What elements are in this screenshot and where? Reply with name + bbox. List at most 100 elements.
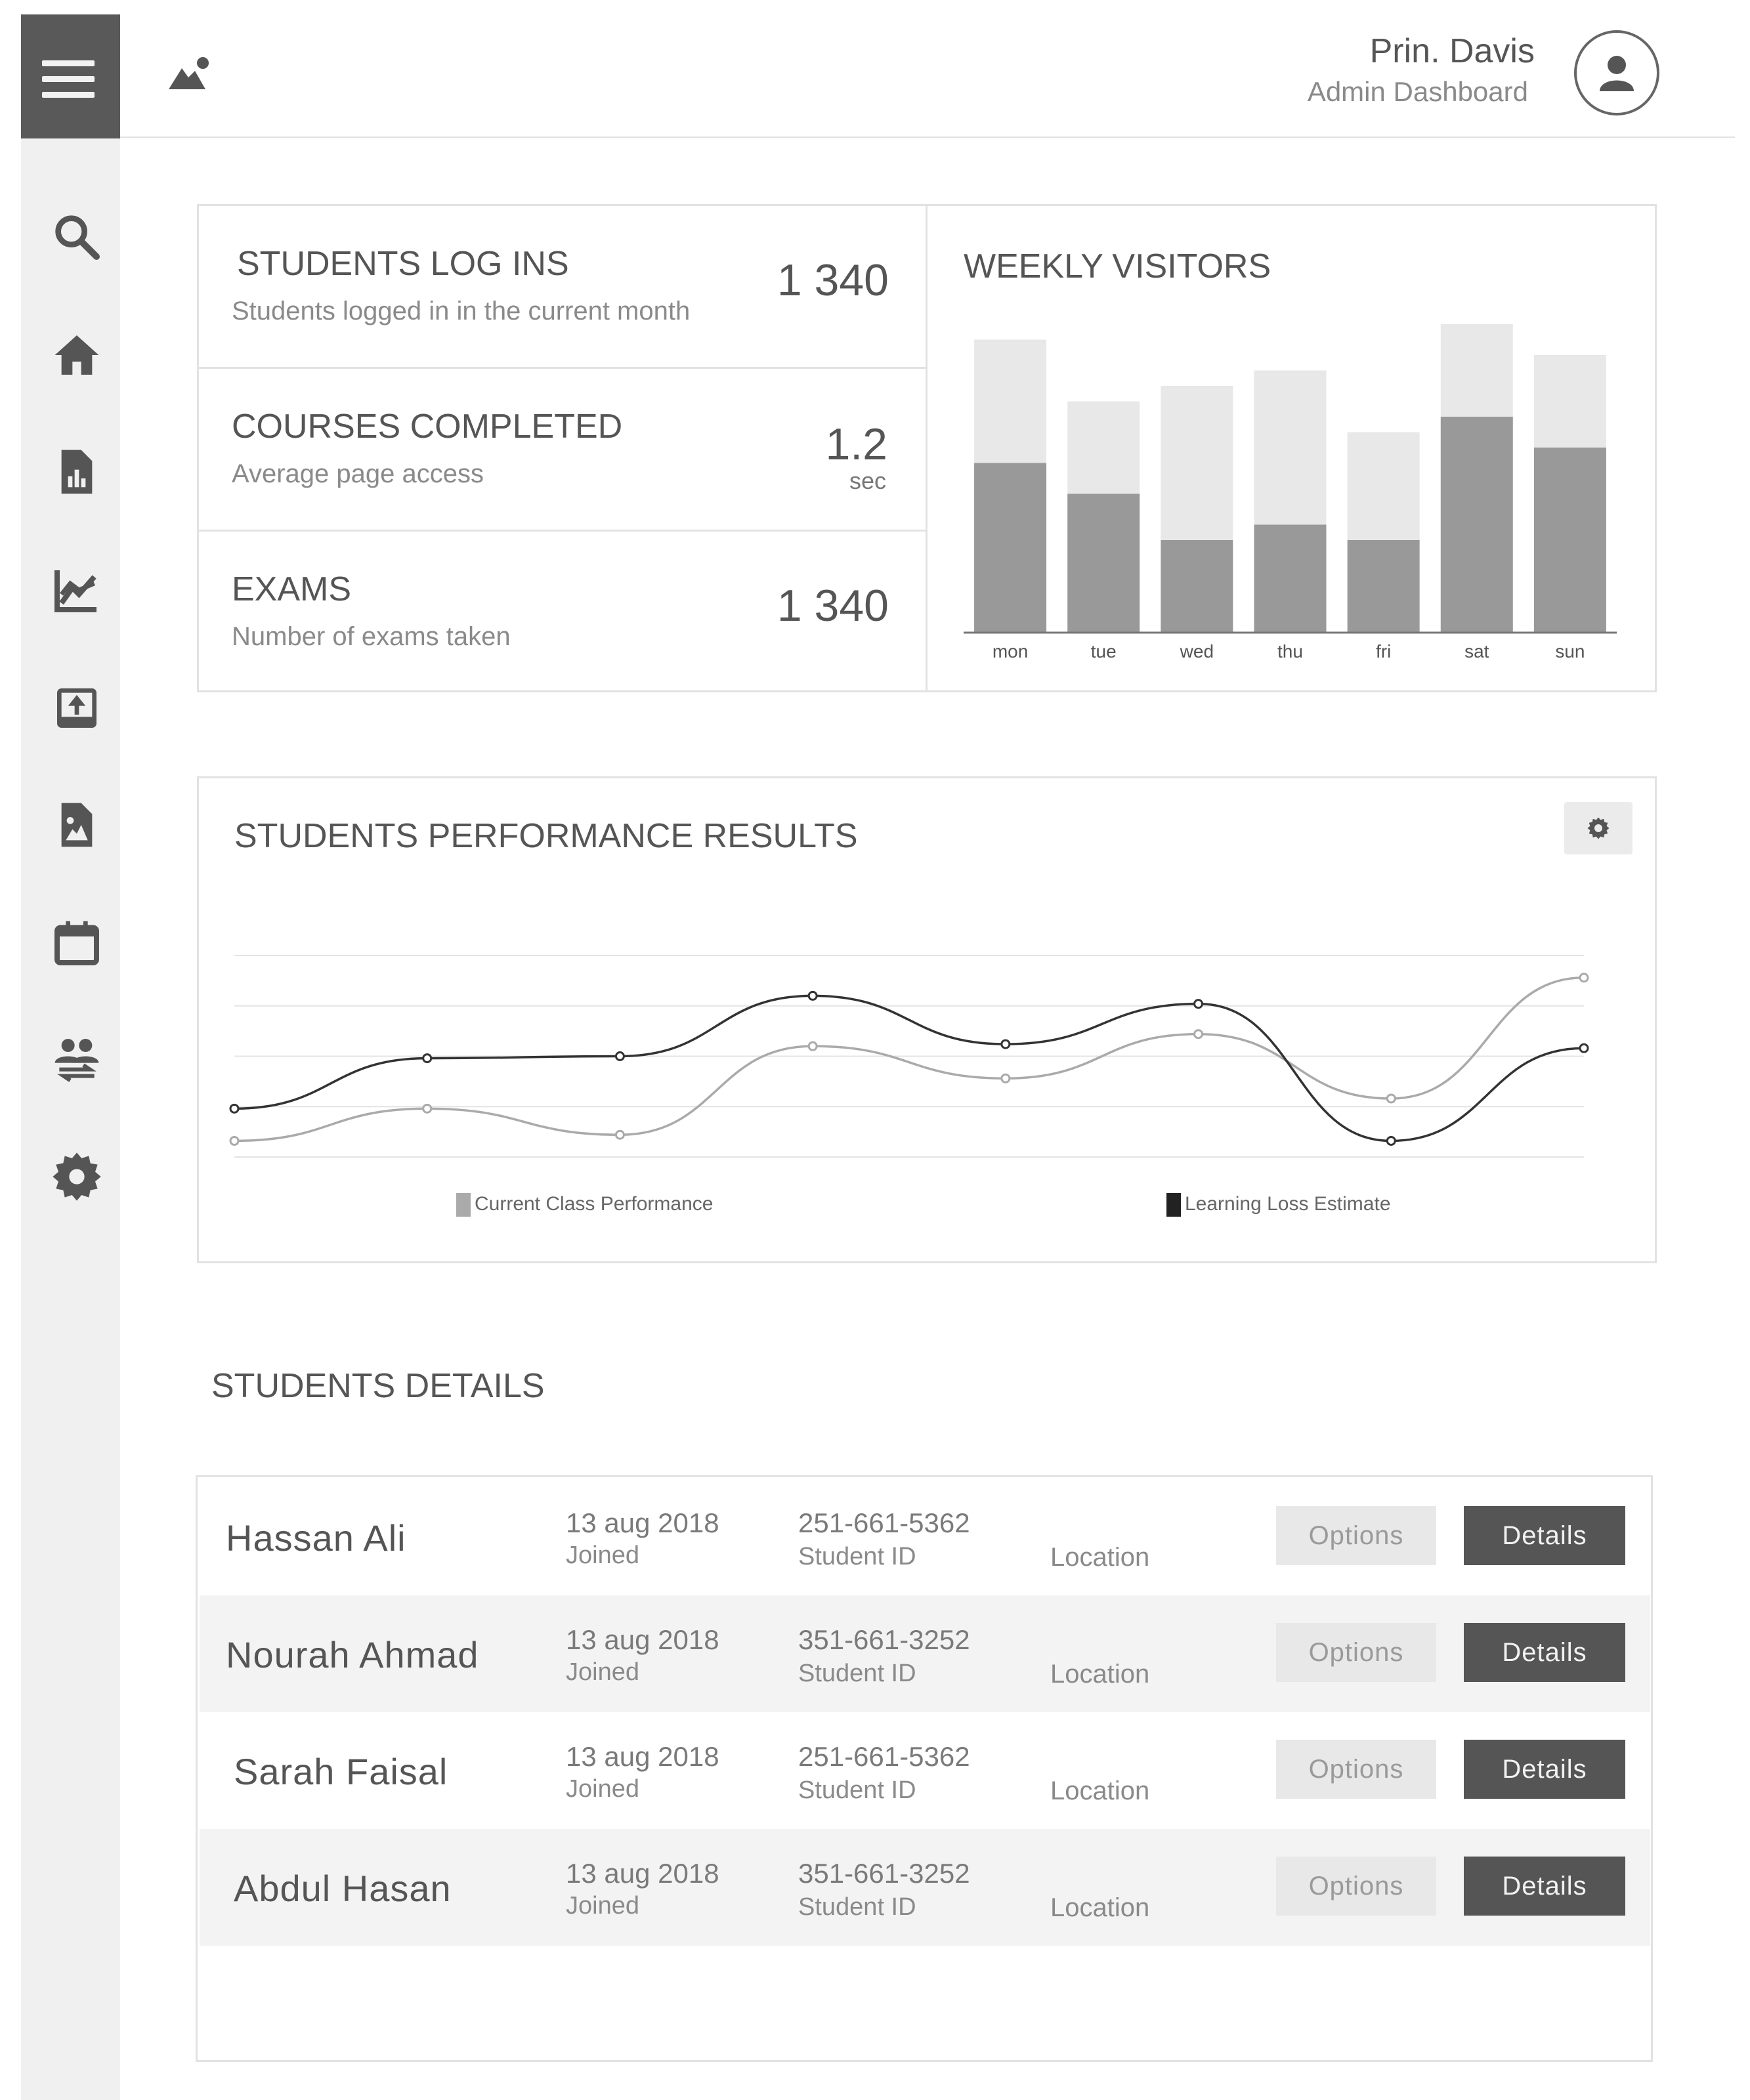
details-button[interactable]: Details — [1464, 1857, 1625, 1916]
image-file-icon[interactable] — [51, 799, 103, 851]
student-name: Hassan Ali — [226, 1517, 406, 1559]
legend-item: Learning Loss Estimate — [1166, 1193, 1391, 1217]
join-label: Joined — [566, 1658, 639, 1686]
student-id-label: Student ID — [798, 1543, 916, 1570]
hamburger-menu-icon — [42, 60, 95, 66]
stat-card-logins: STUDENTS LOG INS Students logged in in t… — [199, 206, 928, 369]
data-point — [807, 1041, 818, 1051]
stat-card-courses: COURSES COMPLETED Average page access 1.… — [199, 367, 928, 530]
upload-icon[interactable] — [51, 682, 103, 734]
student-id: 251-661-5362 — [798, 1741, 970, 1772]
stat-value: 1 340 — [777, 581, 889, 631]
performance-chart — [229, 955, 1589, 1158]
stats-panel: STUDENTS LOG INS Students logged in in t… — [197, 204, 1657, 692]
details-title: STUDENTS DETAILS — [211, 1367, 545, 1405]
x-tick-label: wed — [1180, 641, 1214, 662]
details-button[interactable]: Details — [1464, 1623, 1625, 1682]
weekly-visitors-title: WEEKLY VISITORS — [964, 247, 1271, 285]
line-chart-icon[interactable] — [51, 564, 103, 616]
report-icon[interactable] — [51, 446, 103, 498]
table-row: Hassan Ali 13 aug 2018 Joined 251-661-53… — [200, 1479, 1650, 1595]
bar-segment-fri-0 — [1347, 540, 1420, 633]
header-divider — [120, 136, 1735, 138]
people-swap-icon[interactable] — [51, 1032, 103, 1085]
legend-swatch — [456, 1193, 471, 1217]
home-icon[interactable] — [51, 329, 103, 381]
student-name: Nourah Ahmad — [226, 1634, 479, 1675]
data-point — [229, 1103, 240, 1114]
data-point — [1386, 1135, 1396, 1146]
bar-segment-sun-0 — [1533, 448, 1606, 633]
join-date: 13 aug 2018 — [566, 1858, 719, 1889]
join-label: Joined — [566, 1892, 639, 1920]
options-button[interactable]: Options — [1276, 1623, 1436, 1682]
stat-value: 1 340 — [777, 255, 889, 305]
bar-segment-fri-1 — [1347, 432, 1420, 540]
gear-icon — [1587, 817, 1610, 839]
series-line-1 — [234, 994, 1585, 1143]
stat-unit: sec — [849, 467, 886, 494]
bar-segment-wed-0 — [1161, 540, 1233, 633]
table-row: Sarah Faisal 13 aug 2018 Joined 251-661-… — [200, 1712, 1650, 1829]
data-point — [1386, 1093, 1396, 1104]
join-label: Joined — [566, 1775, 639, 1803]
x-tick-label: sat — [1464, 641, 1489, 662]
data-point — [229, 1135, 240, 1146]
menu-button[interactable] — [21, 14, 120, 138]
bar-segment-tue-0 — [1067, 494, 1140, 633]
details-button[interactable]: Details — [1464, 1506, 1625, 1565]
students-table: Hassan Ali 13 aug 2018 Joined 251-661-53… — [196, 1475, 1653, 2062]
user-name: Prin. Davis — [1369, 32, 1535, 70]
join-date: 13 aug 2018 — [566, 1741, 719, 1772]
bar-segment-thu-0 — [1254, 524, 1327, 633]
avatar[interactable] — [1574, 30, 1659, 116]
bar-segment-sun-1 — [1533, 355, 1606, 448]
performance-panel: STUDENTS PERFORMANCE RESULTS Current Cla… — [197, 776, 1657, 1263]
stat-value: 1.2 — [825, 419, 887, 469]
data-point — [1579, 1043, 1589, 1053]
data-point — [422, 1053, 433, 1064]
stat-title: COURSES COMPLETED — [232, 408, 623, 446]
student-id: 251-661-5362 — [798, 1507, 970, 1538]
join-label: Joined — [566, 1542, 639, 1569]
stat-subtitle: Students logged in in the current month — [232, 297, 691, 326]
x-tick-label: tue — [1091, 641, 1117, 662]
student-name: Abdul Hasan — [234, 1868, 452, 1909]
bar-segment-thu-1 — [1254, 370, 1327, 525]
x-tick-label: fri — [1376, 641, 1391, 662]
weekly-visitors-card: WEEKLY VISITORS mon tue wed thu fri sat sun — [928, 206, 1655, 690]
gear-icon[interactable] — [51, 1150, 103, 1203]
legend-swatch — [1166, 1193, 1181, 1217]
details-button[interactable]: Details — [1464, 1740, 1625, 1799]
student-name: Sarah Faisal — [234, 1751, 448, 1792]
calendar-icon[interactable] — [51, 917, 103, 969]
options-button[interactable]: Options — [1276, 1740, 1436, 1799]
student-id: 351-661-3252 — [798, 1624, 970, 1655]
data-point — [1000, 1039, 1011, 1049]
join-date: 13 aug 2018 — [566, 1507, 719, 1538]
settings-button[interactable] — [1564, 802, 1633, 854]
legend-item: Current Class Performance — [456, 1193, 713, 1217]
data-point — [1579, 973, 1589, 983]
join-date: 13 aug 2018 — [566, 1624, 719, 1655]
bar-segment-mon-1 — [974, 339, 1047, 463]
stat-subtitle: Average page access — [232, 459, 484, 488]
landscape-icon — [167, 52, 213, 92]
options-button[interactable]: Options — [1276, 1506, 1436, 1565]
options-button[interactable]: Options — [1276, 1857, 1436, 1916]
student-id-label: Student ID — [798, 1893, 916, 1921]
sidebar — [21, 138, 120, 2100]
x-tick-label: mon — [992, 641, 1028, 662]
search-icon[interactable] — [51, 211, 103, 263]
student-id-label: Student ID — [798, 1660, 916, 1687]
data-point — [807, 990, 818, 1001]
table-row: Nourah Ahmad 13 aug 2018 Joined 351-661-… — [200, 1595, 1650, 1712]
weekly-visitors-chart: mon tue wed thu fri sat sun — [964, 324, 1617, 662]
table-row: Abdul Hasan 13 aug 2018 Joined 351-661-3… — [200, 1829, 1650, 1946]
bar-segment-wed-1 — [1161, 386, 1233, 540]
stat-subtitle: Number of exams taken — [232, 622, 511, 651]
user-role: Admin Dashboard — [1307, 76, 1528, 107]
user-icon — [1600, 56, 1634, 91]
x-tick-label: thu — [1277, 641, 1303, 662]
student-id-label: Student ID — [798, 1776, 916, 1804]
